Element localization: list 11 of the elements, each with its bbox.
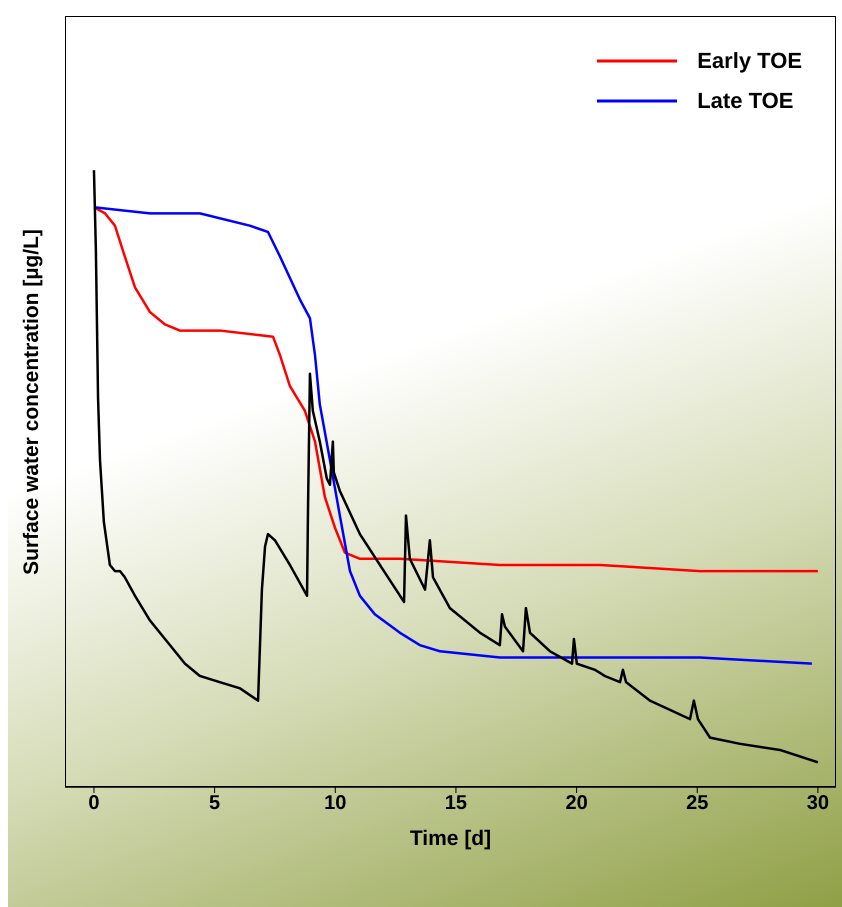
y-axis-title: Surface water concentration [µg/L]	[20, 228, 44, 574]
legend-label: Early TOE	[697, 48, 802, 74]
x-tick-label: 30	[806, 792, 830, 814]
x-axis-title: Time [d]	[410, 827, 492, 850]
x-tick-label: 10	[324, 792, 346, 814]
x-tick-label: 5	[209, 792, 220, 814]
x-tick-label: 15	[444, 792, 468, 814]
x-tick-label: 20	[565, 792, 588, 814]
x-tick-label: 25	[686, 792, 708, 814]
x-tick-label: 0	[88, 792, 100, 814]
legend-label: Late TOE	[697, 88, 794, 114]
